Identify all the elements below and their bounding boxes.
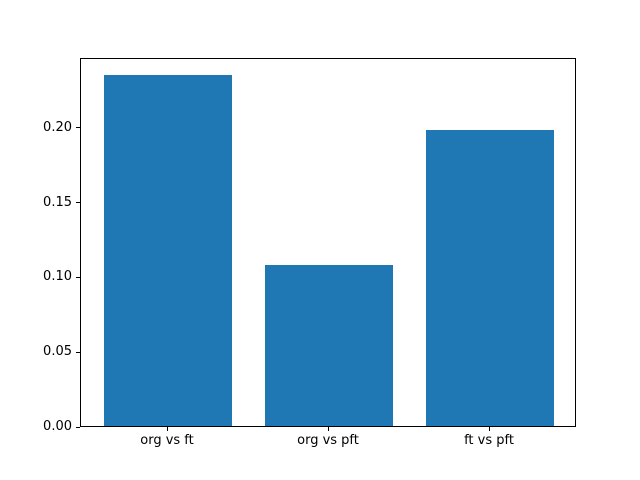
bar-org-vs-ft bbox=[103, 74, 233, 426]
plot-area bbox=[80, 58, 576, 427]
y-tick-label: 0.00 bbox=[43, 419, 72, 434]
x-tick-label: org vs pft bbox=[297, 433, 359, 448]
bar-org-vs-pft bbox=[264, 264, 394, 426]
y-tick-label: 0.10 bbox=[43, 269, 72, 285]
x-tick-mark bbox=[488, 427, 490, 431]
bar-ft-vs-pft bbox=[425, 129, 555, 426]
x-tick-label: org vs ft bbox=[140, 433, 194, 448]
y-tick-mark bbox=[76, 426, 80, 428]
y-tick-mark bbox=[76, 202, 80, 204]
y-tick-label: 0.05 bbox=[43, 344, 72, 360]
y-tick-mark bbox=[76, 276, 80, 278]
x-tick-label: ft vs pft bbox=[464, 433, 514, 448]
x-tick-mark bbox=[327, 427, 329, 431]
y-tick-label: 0.20 bbox=[43, 119, 72, 135]
y-tick-mark bbox=[76, 127, 80, 129]
y-tick-label: 0.15 bbox=[43, 194, 72, 210]
x-tick-mark bbox=[166, 427, 168, 431]
y-tick-mark bbox=[76, 351, 80, 353]
